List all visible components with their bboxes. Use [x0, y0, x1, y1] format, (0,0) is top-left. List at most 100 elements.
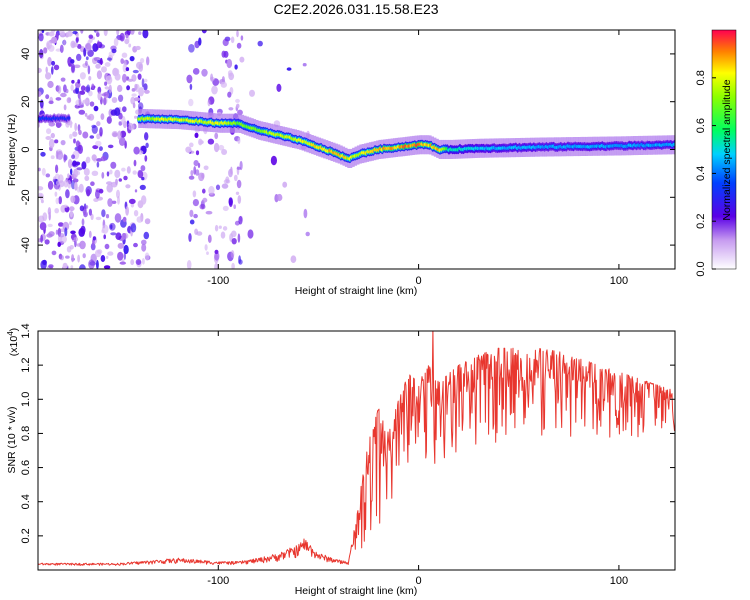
noise-blob: [73, 138, 76, 144]
noise-blob: [47, 223, 53, 228]
noise-blob: [205, 210, 213, 215]
snr-y-multiplier-exponent: 4: [6, 331, 15, 336]
noise-blob: [143, 78, 148, 83]
colorbar-tick-label: 0.6: [695, 118, 707, 133]
noise-blob: [90, 181, 95, 186]
snr-x-axis-label: Height of straight line (km): [295, 585, 418, 597]
noise-blob: [80, 225, 86, 234]
noise-blob: [108, 84, 112, 94]
noise-blob: [51, 60, 56, 66]
noise-blob: [221, 183, 229, 189]
noise-blob: [117, 242, 125, 249]
noise-blob: [132, 170, 137, 175]
noise-blob: [206, 251, 209, 255]
noise-blob: [192, 190, 197, 198]
noise-blob: [75, 86, 79, 95]
noise-blob: [104, 86, 110, 90]
noise-blob: [98, 188, 104, 194]
noise-blob: [90, 213, 94, 220]
noise-blob: [144, 218, 151, 225]
figure-title: C2E2.2026.031.15.58.E23: [273, 1, 438, 17]
noise-blob: [144, 132, 149, 141]
y-tick-label: 0.2: [20, 528, 32, 543]
noise-blob: [247, 229, 254, 239]
noise-blob: [192, 68, 200, 75]
noise-blob: [302, 62, 307, 67]
noise-blob: [186, 260, 192, 269]
noise-blob: [145, 142, 149, 148]
noise-blob: [237, 137, 241, 144]
noise-blob: [45, 94, 50, 100]
noise-blob: [82, 253, 86, 259]
noise-blob: [58, 233, 65, 238]
noise-blob: [48, 231, 55, 237]
noise-blob: [199, 140, 204, 145]
noise-blob: [40, 151, 46, 157]
noise-blob: [131, 93, 137, 97]
noise-blob: [57, 242, 61, 247]
noise-blob: [116, 30, 120, 36]
noise-blob: [73, 64, 81, 69]
noise-blob: [143, 83, 148, 91]
noise-blob: [70, 84, 74, 91]
noise-blob: [117, 130, 122, 140]
noise-blob: [214, 262, 219, 269]
noise-blob: [83, 168, 90, 176]
noise-blob: [207, 234, 212, 243]
noise-blob: [123, 244, 129, 255]
noise-blob: [130, 259, 135, 266]
noise-blob: [39, 99, 44, 109]
colorbar-tick-label: 0.2: [695, 214, 707, 229]
noise-blob: [59, 44, 64, 53]
noise-blob: [76, 186, 81, 193]
noise-blob: [74, 122, 78, 132]
noise-blob: [69, 245, 74, 250]
snr-line: [38, 331, 675, 566]
noise-blob: [133, 97, 141, 102]
noise-blob: [138, 87, 145, 97]
noise-blob: [63, 204, 68, 208]
noise-blob: [233, 204, 236, 209]
noise-blob: [71, 254, 75, 263]
noise-blob: [78, 129, 82, 136]
noise-blob: [228, 72, 235, 81]
noise-blob: [96, 161, 100, 168]
noise-blob: [58, 196, 62, 205]
noise-blob: [78, 109, 86, 115]
noise-blob: [185, 146, 192, 153]
noise-blob: [214, 249, 219, 255]
noise-blob: [81, 161, 87, 170]
noise-blob: [111, 200, 117, 204]
noise-blob: [48, 44, 55, 52]
noise-blob: [82, 99, 89, 104]
ridge-sample: [672, 142, 675, 147]
noise-blob: [67, 56, 73, 67]
noise-blob: [143, 231, 150, 240]
noise-blob: [45, 72, 52, 80]
snr-y-multiplier: (x104): [6, 328, 20, 356]
noise-blob: [63, 179, 69, 188]
noise-blob: [59, 255, 64, 261]
noise-blob: [138, 31, 142, 35]
noise-blob: [90, 242, 96, 251]
noise-blob: [114, 213, 122, 223]
y-tick-label: -40: [20, 237, 32, 253]
noise-blob: [240, 35, 244, 41]
noise-blob: [45, 173, 51, 178]
noise-blob: [235, 98, 240, 103]
noise-blob: [144, 89, 150, 94]
snr-y-axis-label: SNR (10 * v/v): [6, 406, 18, 473]
noise-blob: [138, 63, 143, 72]
noise-blob: [41, 30, 45, 34]
noise-blob: [85, 205, 89, 209]
y-tick-label: 1.0: [20, 392, 32, 407]
noise-blob: [144, 155, 148, 162]
noise-blob: [93, 198, 99, 202]
noise-blob: [106, 116, 112, 124]
noise-blob: [48, 138, 55, 149]
noise-blob: [77, 79, 81, 84]
noise-blob: [95, 216, 102, 221]
noise-blob: [60, 77, 66, 82]
noise-blob: [60, 235, 67, 244]
noise-blob: [111, 97, 118, 103]
